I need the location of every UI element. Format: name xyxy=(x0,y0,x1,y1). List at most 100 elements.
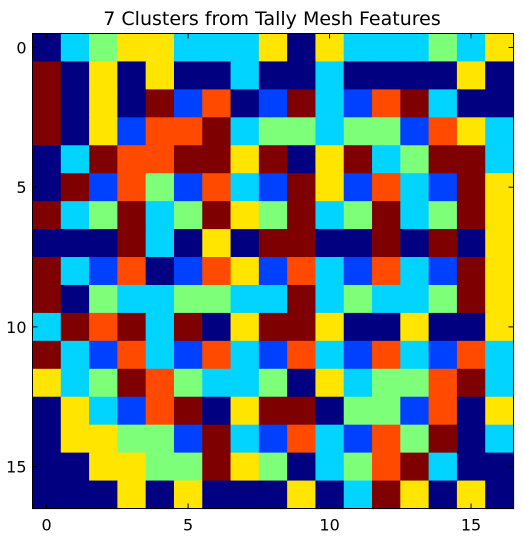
heatmap-cell-r10-c15 xyxy=(456,312,486,342)
heatmap-cell-r3-c3 xyxy=(117,117,147,146)
heatmap-cell-r16-c12 xyxy=(372,480,401,510)
heatmap-cell-r9-c14 xyxy=(428,284,458,314)
heatmap-cell-r12-c2 xyxy=(89,368,118,398)
heatmap-cell-r9-c13 xyxy=(400,284,430,314)
heatmap-cell-r16-c3 xyxy=(117,480,147,510)
heatmap-cell-r13-c10 xyxy=(315,396,345,426)
heatmap-cell-r11-c12 xyxy=(372,340,401,370)
heatmap-cell-r7-c7 xyxy=(230,229,260,258)
heatmap-cell-r8-c14 xyxy=(428,257,458,286)
heatmap-cell-r12-c3 xyxy=(117,368,147,398)
heatmap-cell-r4-c1 xyxy=(60,145,90,174)
heatmap-cell-r5-c2 xyxy=(89,173,118,202)
heatmap-cell-r1-c11 xyxy=(343,61,373,90)
plot-frame xyxy=(32,33,514,509)
heatmap-cell-r0-c3 xyxy=(117,33,147,63)
heatmap-cell-r13-c3 xyxy=(117,396,147,426)
heatmap-cell-r2-c3 xyxy=(117,89,147,118)
heatmap-cell-r7-c1 xyxy=(60,229,90,258)
heatmap-cell-r15-c3 xyxy=(117,452,147,482)
heatmap-cell-r16-c16 xyxy=(485,480,515,510)
heatmap-cell-r14-c1 xyxy=(60,424,90,454)
heatmap-cell-r16-c4 xyxy=(145,480,175,510)
heatmap-cell-r1-c1 xyxy=(60,61,90,90)
heatmap-cell-r12-c16 xyxy=(485,368,515,398)
heatmap-cell-r9-c0 xyxy=(32,284,62,314)
heatmap-cell-r10-c11 xyxy=(343,312,373,342)
heatmap-cell-r9-c8 xyxy=(258,284,288,314)
heatmap-cell-r10-c8 xyxy=(258,312,288,342)
heatmap-cell-r10-c10 xyxy=(315,312,345,342)
heatmap-cell-r11-c1 xyxy=(60,340,90,370)
heatmap-cell-r9-c15 xyxy=(456,284,486,314)
heatmap-cell-r3-c12 xyxy=(372,117,401,146)
heatmap-cell-r6-c6 xyxy=(202,201,232,230)
heatmap-cell-r16-c11 xyxy=(343,480,373,510)
heatmap-cell-r8-c6 xyxy=(202,257,232,286)
x-tick-label-10: 10 xyxy=(319,516,339,535)
heatmap-cell-r7-c3 xyxy=(117,229,147,258)
heatmap-cell-r5-c5 xyxy=(173,173,203,202)
heatmap-cell-r4-c8 xyxy=(258,145,288,174)
heatmap-cell-r9-c2 xyxy=(89,284,118,314)
heatmap-cell-r6-c8 xyxy=(258,201,288,230)
heatmap-cell-r5-c9 xyxy=(287,173,317,202)
heatmap-cell-r16-c14 xyxy=(428,480,458,510)
heatmap-cell-r12-c1 xyxy=(60,368,90,398)
heatmap-cell-r3-c1 xyxy=(60,117,90,146)
heatmap-cell-r1-c0 xyxy=(32,61,62,90)
heatmap-cell-r5-c1 xyxy=(60,173,90,202)
heatmap-cell-r3-c0 xyxy=(32,117,62,146)
heatmap-cell-r15-c13 xyxy=(400,452,430,482)
heatmap-cell-r6-c10 xyxy=(315,201,345,230)
heatmap-cell-r7-c2 xyxy=(89,229,118,258)
heatmap-cell-r16-c7 xyxy=(230,480,260,510)
heatmap-cell-r13-c16 xyxy=(485,396,515,426)
heatmap-cell-r10-c9 xyxy=(287,312,317,342)
heatmap-cell-r8-c4 xyxy=(145,257,175,286)
heatmap-cell-r9-c12 xyxy=(372,284,401,314)
heatmap-cell-r12-c10 xyxy=(315,368,345,398)
heatmap-cell-r11-c4 xyxy=(145,340,175,370)
x-tick-label-0: 0 xyxy=(42,516,52,535)
heatmap-cell-r13-c9 xyxy=(287,396,317,426)
heatmap-cell-r0-c6 xyxy=(202,33,232,63)
heatmap-cell-r9-c9 xyxy=(287,284,317,314)
heatmap-cell-r12-c8 xyxy=(258,368,288,398)
heatmap-cell-r6-c14 xyxy=(428,201,458,230)
heatmap-cell-r13-c14 xyxy=(428,396,458,426)
heatmap-cell-r0-c1 xyxy=(60,33,90,63)
heatmap-cell-r14-c12 xyxy=(372,424,401,454)
heatmap-cell-r7-c0 xyxy=(32,229,62,258)
heatmap-cell-r10-c2 xyxy=(89,312,118,342)
heatmap-cell-r11-c15 xyxy=(456,340,486,370)
heatmap-cell-r5-c15 xyxy=(456,173,486,202)
heatmap-cell-r14-c0 xyxy=(32,424,62,454)
heatmap-cell-r7-c10 xyxy=(315,229,345,258)
heatmap-cell-r11-c2 xyxy=(89,340,118,370)
heatmap-cell-r8-c5 xyxy=(173,257,203,286)
heatmap-cell-r3-c6 xyxy=(202,117,232,146)
heatmap-cell-r12-c9 xyxy=(287,368,317,398)
heatmap-cell-r11-c3 xyxy=(117,340,147,370)
heatmap-cell-r15-c4 xyxy=(145,452,175,482)
heatmap-cell-r3-c4 xyxy=(145,117,175,146)
heatmap-cell-r11-c11 xyxy=(343,340,373,370)
heatmap-cell-r2-c10 xyxy=(315,89,345,118)
heatmap-cell-r6-c4 xyxy=(145,201,175,230)
heatmap-cell-r2-c4 xyxy=(145,89,175,118)
heatmap-cell-r8-c10 xyxy=(315,257,345,286)
heatmap-cell-r6-c3 xyxy=(117,201,147,230)
heatmap-cell-r7-c11 xyxy=(343,229,373,258)
heatmap-cell-r4-c3 xyxy=(117,145,147,174)
heatmap-cell-r8-c2 xyxy=(89,257,118,286)
heatmap-cell-r13-c6 xyxy=(202,396,232,426)
heatmap-cell-r4-c13 xyxy=(400,145,430,174)
heatmap-cell-r14-c6 xyxy=(202,424,232,454)
heatmap-cell-r11-c5 xyxy=(173,340,203,370)
heatmap-cell-r10-c4 xyxy=(145,312,175,342)
heatmap-cell-r14-c5 xyxy=(173,424,203,454)
heatmap-cell-r7-c16 xyxy=(485,229,515,258)
heatmap-cell-r9-c3 xyxy=(117,284,147,314)
heatmap-cell-r12-c11 xyxy=(343,368,373,398)
